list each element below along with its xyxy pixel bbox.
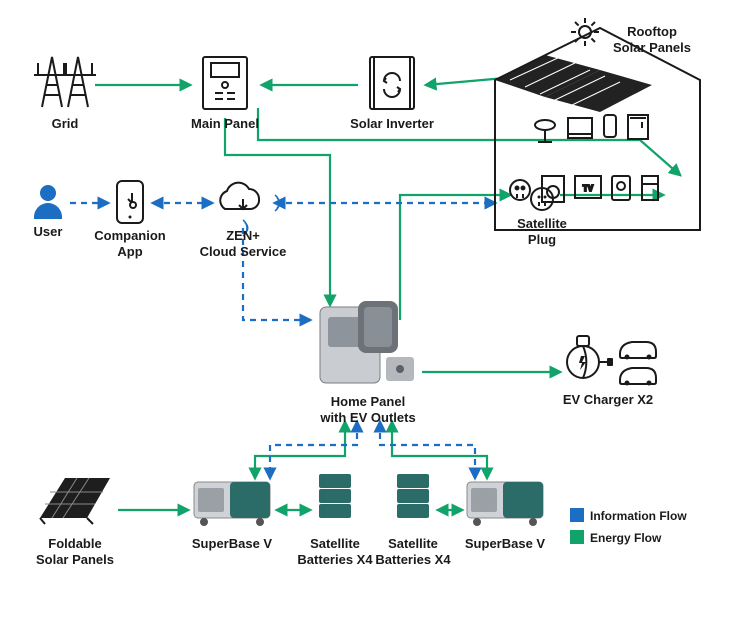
sat-batt-left-icon [319,474,351,518]
superbase-left-icon [194,482,270,526]
zen-cloud-icon [220,183,259,209]
user-label: User [34,224,63,239]
svg-text:TV: TV [583,184,594,193]
sat-batt-left-label-2: Batteries X4 [297,552,373,567]
legend-label: Energy Flow [590,531,662,545]
ev-charger-icon [567,336,656,386]
legend-swatch [570,508,584,522]
solar-inverter-label: Solar Inverter [350,116,434,131]
satellite-plug-label-2: Plug [528,232,556,247]
legend-label: Information Flow [590,509,687,523]
diagram-canvas: TV [0,0,738,623]
edge-home_panel-superbase_right [380,422,475,478]
main-panel-label: Main Panel [191,116,259,131]
sat-batt-right-label-2: Batteries X4 [375,552,451,567]
foldable-solar-icon [40,478,110,524]
zen-cloud-label-2: Cloud Service [200,244,287,259]
companion-app-label-2: App [117,244,142,259]
superbase-right-label: SuperBase V [465,536,546,551]
edge-superbase_left-home_panel [255,422,345,478]
edge-main_panel-home_panel [225,118,330,305]
edge-superbase_right-home_panel [392,422,487,478]
sat-batt-right-icon [397,474,429,518]
satellite-plug-label-1: Satellite [517,216,567,231]
user-icon [34,185,62,219]
foldable-solar-label-2: Solar Panels [36,552,114,567]
solar-inverter-icon [370,57,414,109]
legend-swatch [570,530,584,544]
sat-batt-left-label-1: Satellite [310,536,360,551]
companion-app-label-1: Companion [94,228,166,243]
legend: Information Flow Energy Flow [570,508,687,545]
edges-layer [70,78,680,510]
superbase-right-icon [467,482,543,526]
foldable-solar-label-1: Foldable [48,536,101,551]
main-panel-icon [203,57,247,109]
sat-batt-right-label-1: Satellite [388,536,438,551]
home-panel-label-1: Home Panel [331,394,405,409]
zen-cloud-label-1: ZEN+ [226,228,260,243]
rooftop-solar-label-2: Solar Panels [613,40,691,55]
home-panel-label-2: with EV Outlets [319,410,415,425]
ev-charger-label: EV Charger X2 [563,392,653,407]
edge-home_panel-satellite_plug [400,195,510,320]
grid-icon [34,57,96,107]
superbase-left-label: SuperBase V [192,536,273,551]
rooftop-solar-label-1: Rooftop [627,24,677,39]
grid-label: Grid [52,116,79,131]
edge-rooftop_solar-solar_inverter [426,78,505,85]
companion-app-icon [117,181,143,223]
